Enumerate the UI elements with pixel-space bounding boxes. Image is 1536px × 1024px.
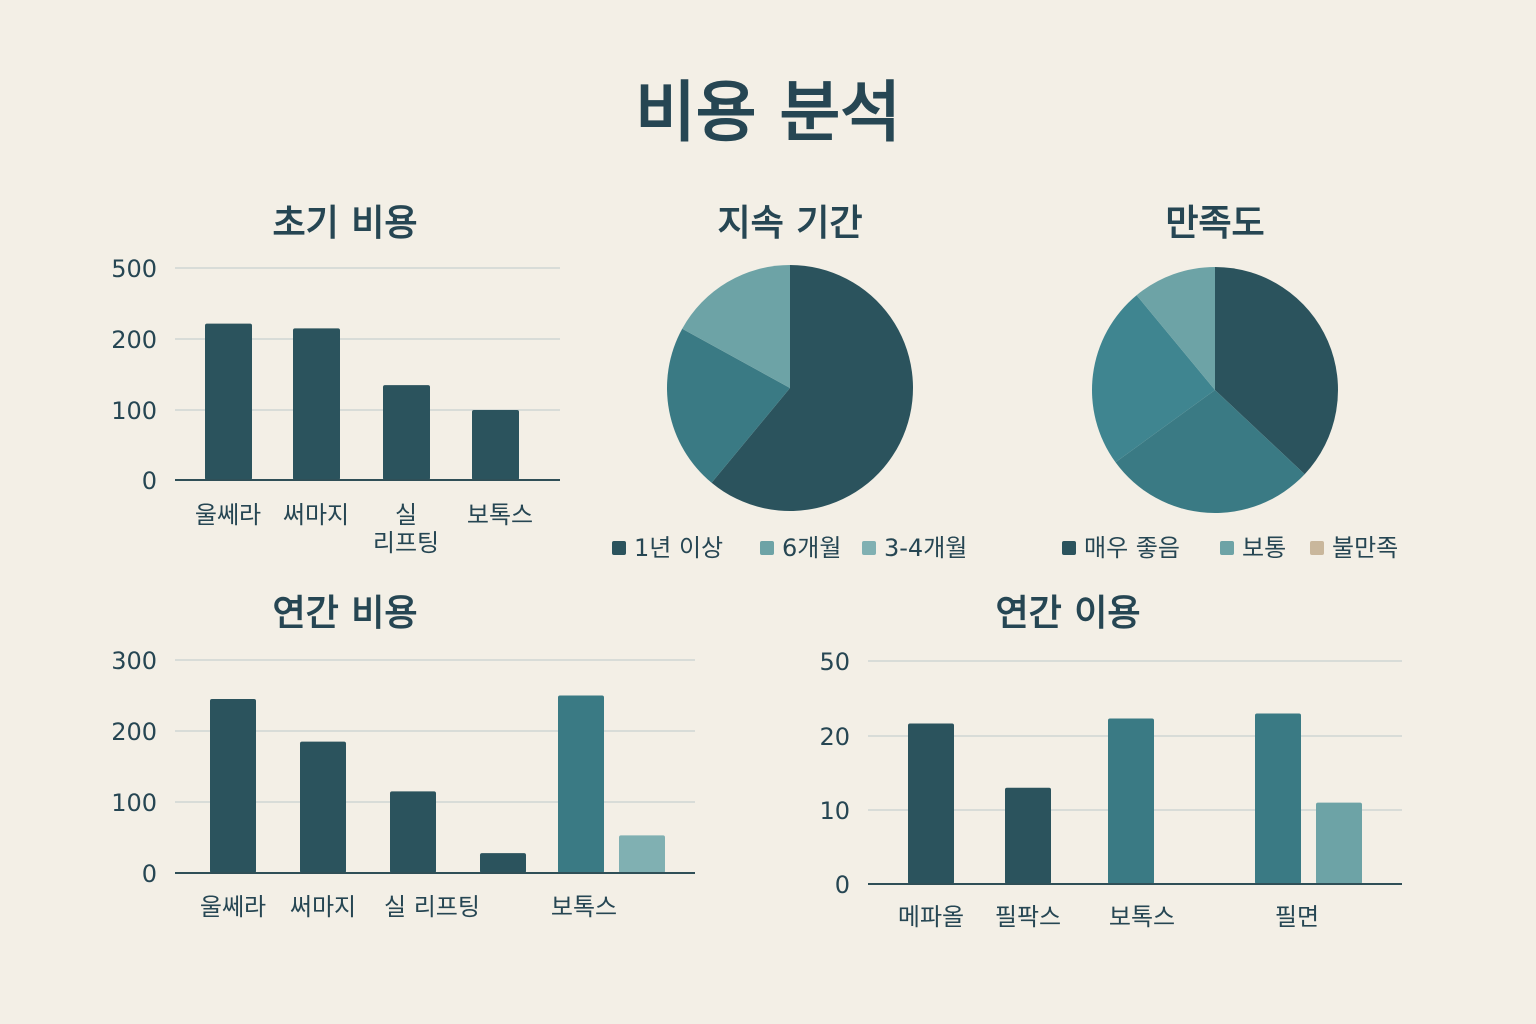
page-title: 비용 분석: [635, 74, 901, 151]
chart-title: 연간 비용: [272, 593, 417, 634]
bar: [1005, 787, 1051, 884]
bar: [480, 853, 526, 873]
category-label: 써마지: [290, 893, 356, 921]
category-label: 보톡스: [551, 893, 617, 921]
pie-slice: [667, 328, 790, 483]
category-label: 울쎄라: [200, 893, 266, 921]
category-label: 보톡스: [1109, 903, 1175, 931]
bar: [293, 328, 340, 480]
bar: [390, 791, 436, 873]
category-label: 필팍스: [995, 903, 1061, 931]
pie-slice: [682, 265, 790, 388]
chart-title: 만족도: [1165, 203, 1264, 244]
legend-swatch: [1310, 541, 1324, 555]
pie-slice: [1136, 267, 1215, 390]
y-tick-label: 100: [111, 397, 157, 425]
chart-title: 지속 기간: [717, 203, 862, 244]
bar: [205, 323, 252, 480]
chart-annual-cost: 연간 비용 0 100 200 300 울쎄라 써마지 실 리프팅 보톡스: [111, 593, 695, 921]
bar: [1108, 718, 1154, 884]
chart-title: 연간 이용: [995, 593, 1140, 634]
category-label: 실 리프팅: [384, 893, 480, 921]
legend-swatch: [862, 541, 876, 555]
category-label: 메파올: [898, 903, 964, 931]
y-tick-label: 0: [142, 467, 157, 495]
bar: [1316, 802, 1362, 884]
legend-swatch: [612, 541, 626, 555]
pie-slice: [1115, 390, 1305, 513]
chart-title: 초기 비용: [272, 203, 417, 244]
pie-slice: [711, 265, 913, 512]
y-tick-label: 0: [835, 871, 850, 899]
category-label: 울쎄라: [195, 501, 261, 529]
category-label: 실: [395, 501, 417, 529]
legend-label: 3-4개월: [884, 534, 967, 562]
bar: [558, 695, 604, 873]
bar: [383, 385, 430, 480]
y-tick-label: 200: [111, 718, 157, 746]
bar: [472, 410, 519, 480]
legend-label: 1년 이상: [634, 534, 723, 562]
legend-label: 6개월: [782, 534, 841, 562]
legend-swatch: [760, 541, 774, 555]
category-label: 보톡스: [467, 501, 533, 529]
bar: [210, 699, 256, 873]
bar: [300, 741, 346, 873]
category-label: 리프팅: [373, 529, 439, 557]
bar: [1255, 713, 1301, 884]
chart-duration: 지속 기간 1년 이상 6개월 3-4개월: [612, 203, 967, 562]
legend-swatch: [1062, 541, 1076, 555]
pie-slice: [1092, 295, 1215, 463]
chart-annual-usage: 연간 이용 0 10 20 50 메파올 필팍스 보톡스 필면: [819, 593, 1402, 931]
y-tick-label: 20: [819, 723, 850, 751]
y-tick-label: 50: [819, 648, 850, 676]
y-tick-label: 0: [142, 860, 157, 888]
category-label: 써마지: [283, 501, 349, 529]
bar: [619, 835, 665, 873]
bar: [908, 723, 954, 884]
legend-label: 보통: [1242, 534, 1286, 562]
pie-slice: [1215, 267, 1338, 475]
y-tick-label: 500: [111, 255, 157, 283]
y-tick-label: 200: [111, 326, 157, 354]
legend-swatch: [1220, 541, 1234, 555]
y-tick-label: 300: [111, 647, 157, 675]
category-label: 필면: [1275, 903, 1319, 931]
legend-label: 매우 좋음: [1084, 534, 1180, 562]
legend-label: 불만족: [1332, 534, 1398, 562]
y-tick-label: 100: [111, 789, 157, 817]
y-tick-label: 10: [819, 797, 850, 825]
